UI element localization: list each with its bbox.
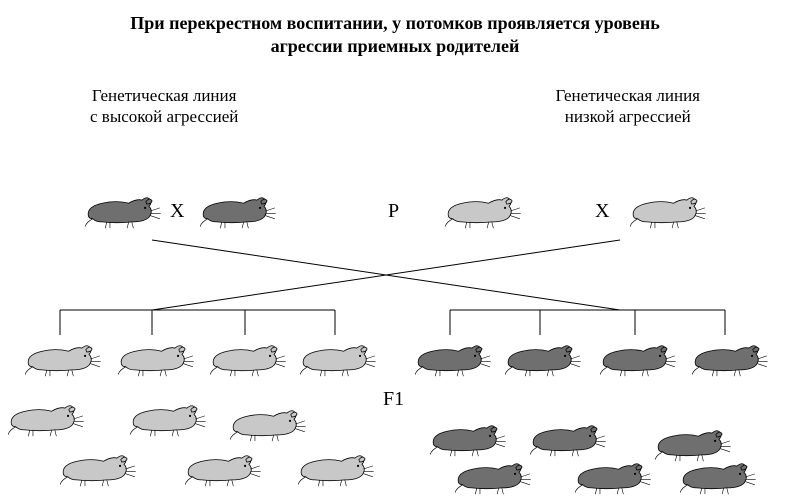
- parent-rat-0: [85, 192, 163, 230]
- right-line2: низкой агрессией: [565, 107, 691, 126]
- right-subtitle: Генетическая линия низкой агрессией: [555, 85, 700, 128]
- f1-row3-rat-1: [185, 450, 263, 488]
- f1-row3-rat-0: [60, 450, 138, 488]
- parent-rat-2: [445, 192, 523, 230]
- cross-label-right: X: [595, 200, 609, 223]
- subtitle-row: Генетическая линия с высокой агрессией Г…: [0, 57, 790, 128]
- right-line1: Генетическая линия: [555, 86, 700, 105]
- f1-row3-rat-5: [680, 458, 758, 496]
- f1-row1-rat-3: [300, 340, 378, 378]
- f1-row2-rat-2: [230, 405, 308, 443]
- f1-row2-rat-1: [130, 400, 208, 438]
- f1-row1-rat-2: [210, 340, 288, 378]
- generation-f1-label: F1: [383, 388, 404, 411]
- left-line1: Генетическая линия: [92, 86, 237, 105]
- f1-row2-rat-4: [530, 420, 608, 458]
- left-line2: с высокой агрессией: [90, 107, 238, 126]
- title-line1: При перекрестном воспитании, у потомков …: [130, 13, 660, 33]
- title-line2: агрессии приемных родителей: [271, 36, 520, 56]
- f1-row2-rat-0: [8, 400, 86, 438]
- left-subtitle: Генетическая линия с высокой агрессией: [90, 85, 238, 128]
- parent-rat-1: [200, 192, 278, 230]
- generation-p-label: P: [388, 200, 399, 223]
- f1-row1-rat-6: [600, 340, 678, 378]
- f1-row1-rat-4: [415, 340, 493, 378]
- f1-row3-rat-2: [298, 450, 376, 488]
- f1-row2-rat-3: [430, 420, 508, 458]
- main-title: При перекрестном воспитании, у потомков …: [0, 0, 790, 57]
- f1-row3-rat-4: [575, 458, 653, 496]
- parent-rat-3: [630, 192, 708, 230]
- f1-row1-rat-0: [25, 340, 103, 378]
- f1-row3-rat-3: [455, 458, 533, 496]
- f1-row1-rat-1: [118, 340, 196, 378]
- cross-label-left: X: [170, 200, 184, 223]
- f1-row1-rat-5: [505, 340, 583, 378]
- f1-row1-rat-7: [692, 340, 770, 378]
